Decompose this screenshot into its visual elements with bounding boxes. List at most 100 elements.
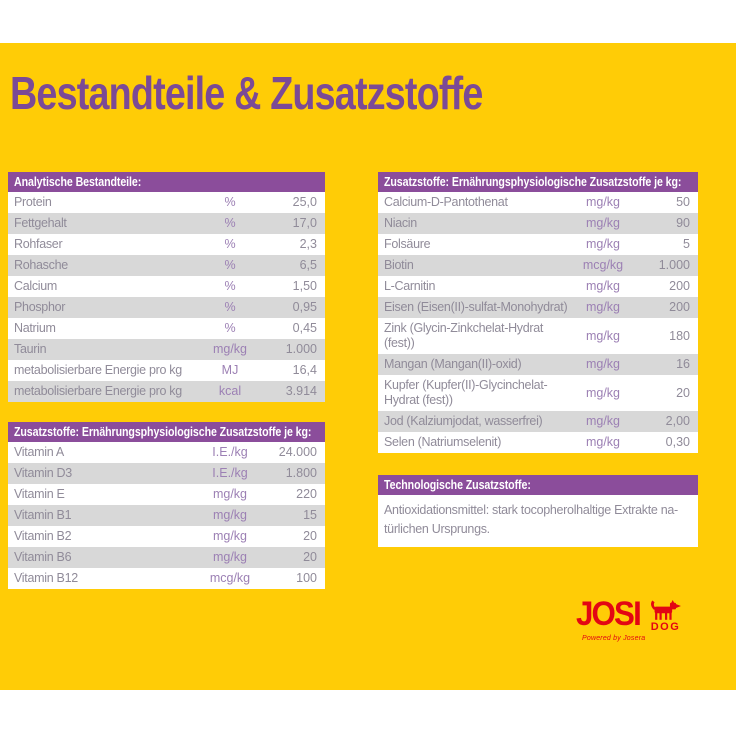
josidog-logo-row: JOSI DOG bbox=[576, 595, 683, 633]
table-row: Selen (Natriumselenit) mg/kg 0,30 bbox=[378, 432, 698, 453]
additives-minerals-header: Zusatzstoffe: Ernährungsphysiologische Z… bbox=[378, 172, 698, 192]
row-unit: mg/kg bbox=[585, 195, 621, 209]
row-label-line1: Eisen (Eisen(II)-sulfat-Monohydrat) bbox=[384, 300, 568, 314]
josi-wordmark: JOSI bbox=[576, 595, 642, 633]
table-row: Zink (Glycin-Zinkchelat-Hydrat (fest)) m… bbox=[378, 318, 698, 354]
technological-additives-header-text: Technologische Zusatzstoffe: bbox=[384, 478, 531, 492]
row-label-line1: Rohasche bbox=[14, 258, 68, 272]
row-unit: mg/kg bbox=[212, 487, 248, 501]
table-row: metabolisierbare Energie pro kg MJ 16,4 bbox=[8, 360, 325, 381]
row-label: Natrium bbox=[8, 321, 195, 336]
table-row: Vitamin B6 mg/kg 20 bbox=[8, 547, 325, 568]
row-value: 2,3 bbox=[299, 237, 317, 251]
analytical-components-table: Analytische Bestandteile: Protein % 25,0… bbox=[8, 172, 325, 402]
row-label-line1: Biotin bbox=[384, 258, 414, 272]
row-label-line1: Vitamin D3 bbox=[14, 466, 72, 480]
row-label-line1: Protein bbox=[14, 195, 52, 209]
row-label: metabolisierbare Energie pro kg bbox=[8, 384, 195, 399]
row-label-line1: Zink (Glycin-Zinkchelat-Hydrat bbox=[384, 321, 544, 335]
row-label-line2: (fest)) bbox=[384, 336, 415, 350]
row-value: 15 bbox=[303, 508, 317, 522]
additives-vitamins-table: Zusatzstoffe: Ernährungsphysiologische Z… bbox=[8, 422, 325, 589]
technological-additives-line1: Antioxidationsmittel: stark tocopherolha… bbox=[384, 503, 678, 517]
row-unit: mg/kg bbox=[585, 216, 621, 230]
dog-wordmark: DOG bbox=[650, 621, 681, 633]
row-label-line1: L-Carnitin bbox=[384, 279, 436, 293]
row-value: 90 bbox=[676, 216, 690, 230]
table-row: Natrium % 0,45 bbox=[8, 318, 325, 339]
table-row: Mangan (Mangan(II)-oxid) mg/kg 16 bbox=[378, 354, 698, 375]
row-value: 20 bbox=[303, 529, 317, 543]
table-row: Eisen (Eisen(II)-sulfat-Monohydrat) mg/k… bbox=[378, 297, 698, 318]
table-row: Biotin mcg/kg 1.000 bbox=[378, 255, 698, 276]
row-unit: MJ bbox=[221, 363, 239, 377]
row-label: Folsäure bbox=[378, 237, 568, 252]
additives-vitamins-header-text: Zusatzstoffe: Ernährungsphysiologische Z… bbox=[14, 425, 312, 439]
row-value: 0,95 bbox=[292, 300, 317, 314]
row-label-line1: Phosphor bbox=[14, 300, 66, 314]
left-column: Analytische Bestandteile: Protein % 25,0… bbox=[8, 172, 325, 589]
table-row: Rohasche % 6,5 bbox=[8, 255, 325, 276]
row-value: 180 bbox=[669, 328, 690, 343]
row-label-line1: Calcium bbox=[14, 279, 58, 293]
row-label-line1: Jod (Kalziumjodat, wasserfrei) bbox=[384, 414, 543, 428]
additives-vitamins-header: Zusatzstoffe: Ernährungsphysiologische Z… bbox=[8, 422, 325, 442]
row-label: Biotin bbox=[378, 258, 568, 273]
row-label: Vitamin B1 bbox=[8, 508, 195, 523]
row-value: 1,50 bbox=[292, 279, 317, 293]
row-unit: mg/kg bbox=[585, 357, 621, 371]
row-unit: kcal bbox=[218, 384, 242, 398]
row-label: L-Carnitin bbox=[378, 279, 568, 294]
row-unit: % bbox=[224, 300, 236, 314]
table-row: L-Carnitin mg/kg 200 bbox=[378, 276, 698, 297]
row-label: metabolisierbare Energie pro kg bbox=[8, 363, 195, 378]
additives-minerals-table: Zusatzstoffe: Ernährungsphysiologische Z… bbox=[378, 172, 698, 453]
row-unit: I.E./kg bbox=[212, 445, 248, 459]
row-label-line1: metabolisierbare Energie pro kg bbox=[14, 363, 182, 377]
row-value: 50 bbox=[676, 195, 690, 209]
row-label: Rohasche bbox=[8, 258, 195, 273]
row-value: 20 bbox=[676, 385, 690, 400]
row-value: 16 bbox=[676, 357, 690, 371]
table-row: Calcium-D-Pantothenat mg/kg 50 bbox=[378, 192, 698, 213]
row-label-line1: Fettgehalt bbox=[14, 216, 67, 230]
row-unit: I.E./kg bbox=[212, 466, 248, 480]
table-row: Jod (Kalziumjodat, wasserfrei) mg/kg 2,0… bbox=[378, 411, 698, 432]
row-value: 17,0 bbox=[292, 216, 317, 230]
row-label: Phosphor bbox=[8, 300, 195, 315]
row-unit: mcg/kg bbox=[582, 258, 624, 272]
row-label-line1: Calcium-D-Pantothenat bbox=[384, 195, 508, 209]
table-row: Fettgehalt % 17,0 bbox=[8, 213, 325, 234]
row-label-line1: Mangan (Mangan(II)-oxid) bbox=[384, 357, 522, 371]
additives-minerals-rows: Calcium-D-Pantothenat mg/kg 50 Niacin mg… bbox=[378, 192, 698, 453]
dog-block: DOG bbox=[647, 600, 683, 633]
row-value: 20 bbox=[303, 550, 317, 564]
technological-additives-section: Technologische Zusatzstoffe: Antioxidati… bbox=[378, 475, 698, 547]
row-label: Taurin bbox=[8, 342, 195, 357]
row-value: 16,4 bbox=[292, 363, 317, 377]
row-label: Vitamin A bbox=[8, 445, 195, 460]
table-row: Vitamin B1 mg/kg 15 bbox=[8, 505, 325, 526]
row-label-line1: metabolisierbare Energie pro kg bbox=[14, 384, 182, 398]
row-label-line1: Vitamin B6 bbox=[14, 550, 72, 564]
row-unit: % bbox=[224, 258, 236, 272]
technological-additives-header: Technologische Zusatzstoffe: bbox=[378, 475, 698, 495]
row-value: 0,45 bbox=[292, 321, 317, 335]
additives-minerals-header-text: Zusatzstoffe: Ernährungsphysiologische Z… bbox=[384, 175, 682, 189]
row-value: 1.000 bbox=[658, 258, 690, 272]
row-label: Niacin bbox=[378, 216, 568, 231]
row-label-line1: Vitamin A bbox=[14, 445, 64, 459]
dog-silhouette-icon bbox=[651, 600, 682, 620]
row-label: Kupfer (Kupfer(II)-Glycinchelat- Hydrat … bbox=[378, 378, 568, 408]
row-unit: % bbox=[224, 195, 236, 209]
row-label-line1: Vitamin B1 bbox=[14, 508, 72, 522]
row-label: Mangan (Mangan(II)-oxid) bbox=[378, 357, 568, 372]
row-label: Vitamin B2 bbox=[8, 529, 195, 544]
row-label: Calcium bbox=[8, 279, 195, 294]
table-row: Kupfer (Kupfer(II)-Glycinchelat- Hydrat … bbox=[378, 375, 698, 411]
page-title: Bestandteile & Zusatzstoffe bbox=[10, 67, 483, 119]
row-unit: mg/kg bbox=[585, 435, 621, 449]
table-row: Vitamin A I.E./kg 24.000 bbox=[8, 442, 325, 463]
table-row: Rohfaser % 2,3 bbox=[8, 234, 325, 255]
table-row: Taurin mg/kg 1.000 bbox=[8, 339, 325, 360]
